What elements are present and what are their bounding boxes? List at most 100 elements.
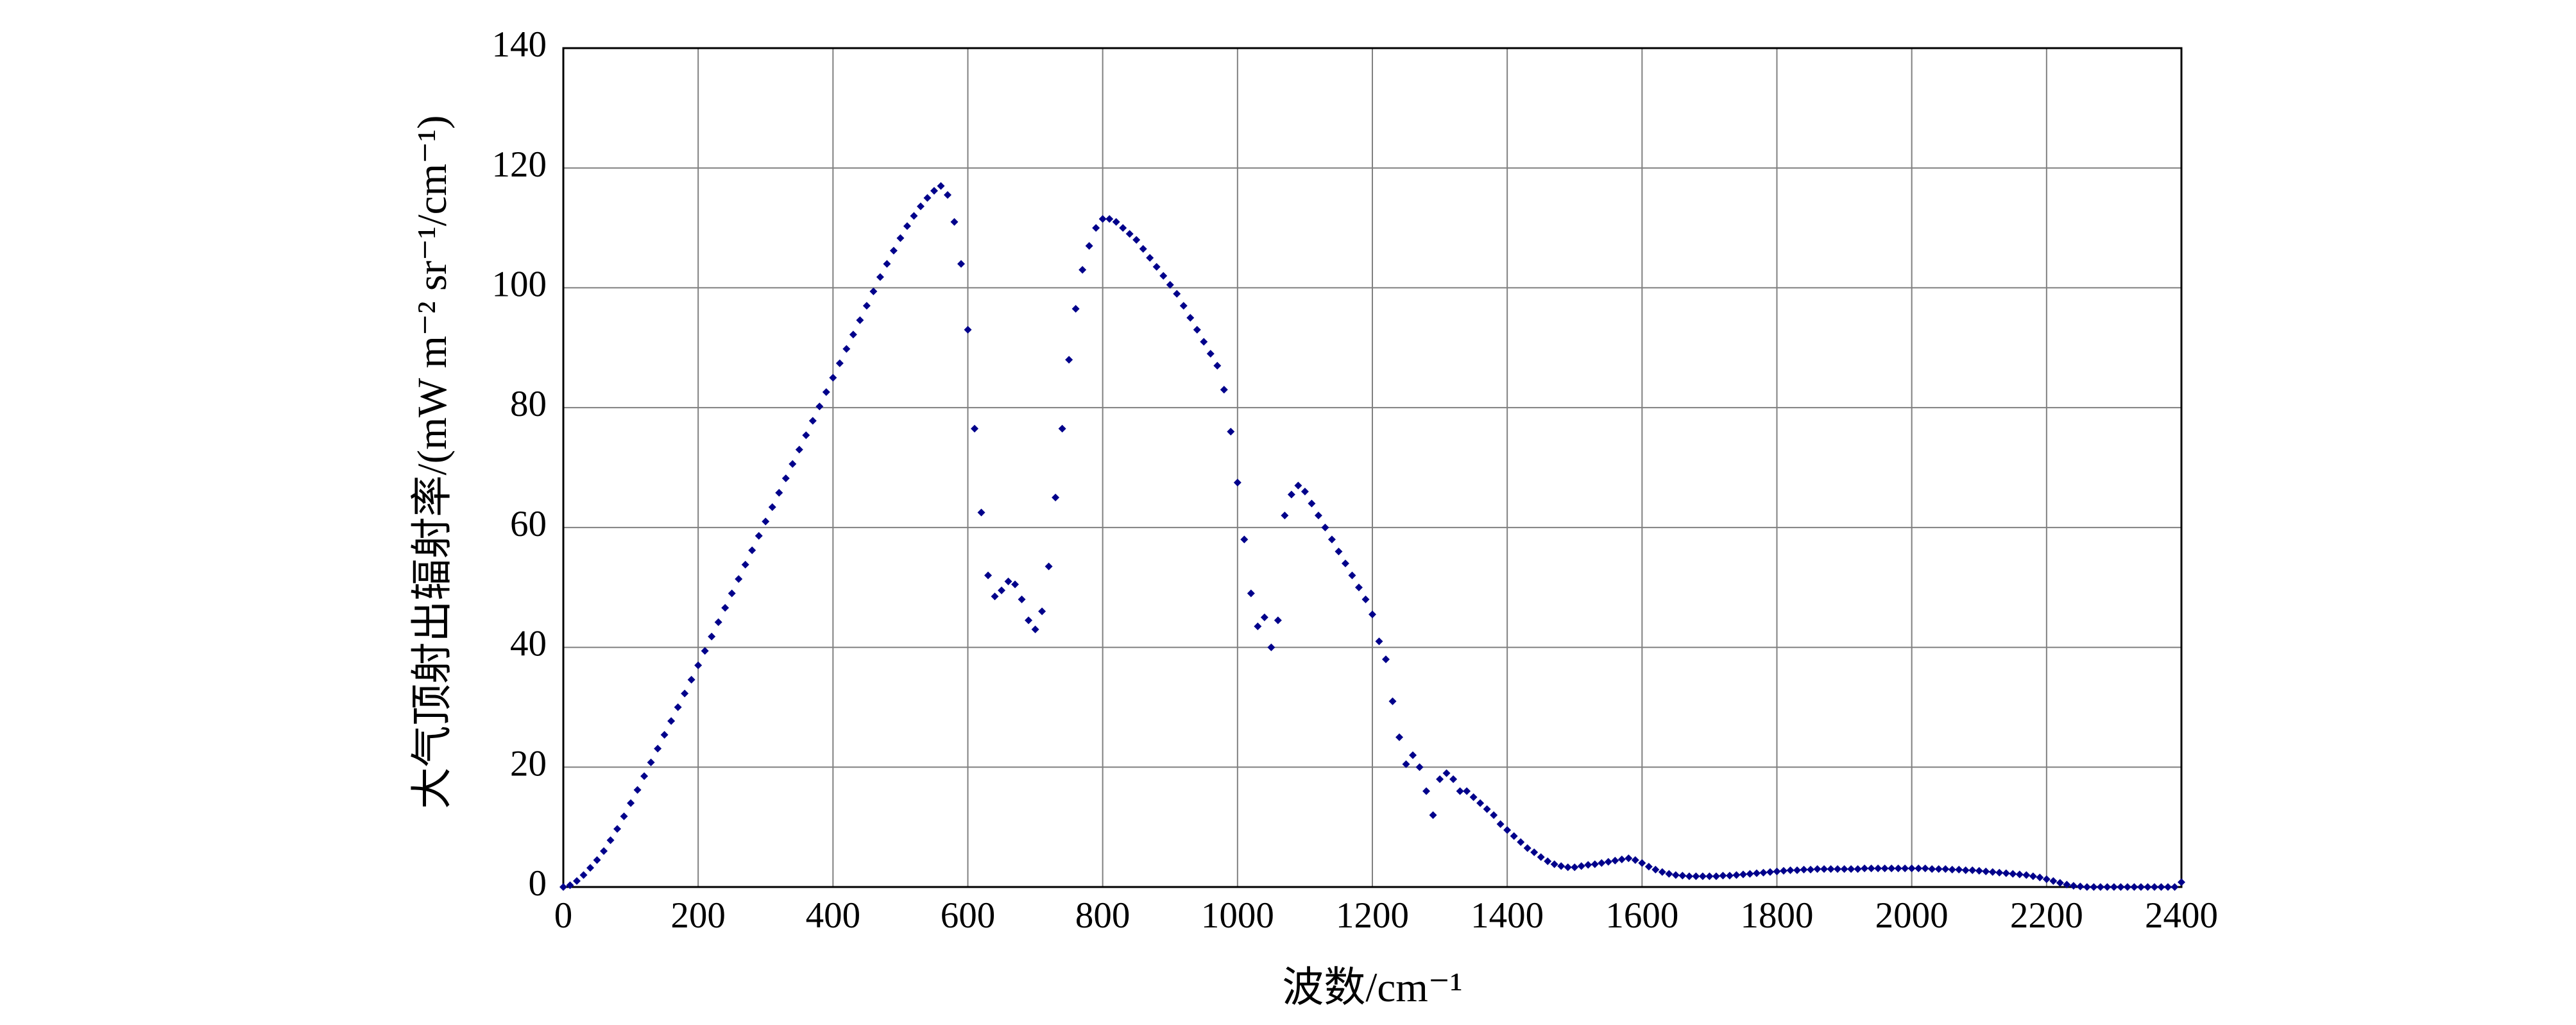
point [1557,862,1565,870]
point [1038,607,1046,616]
point [835,359,844,368]
point [1179,302,1188,310]
x-tick-label: 2400 [2145,895,2218,936]
point [2150,883,2158,891]
point [2042,875,2051,883]
point [1105,215,1114,223]
point [1045,562,1053,571]
point [943,191,951,199]
point [1854,865,1862,873]
point [876,273,884,281]
point [1442,769,1451,777]
point [1092,224,1100,232]
point [916,202,925,211]
point [829,374,837,382]
point [1510,832,1518,840]
x-tick-label: 1200 [1336,895,1409,936]
point [1604,857,1612,866]
point [849,331,857,339]
point [613,825,622,833]
point [1240,535,1249,544]
point [1907,865,1916,873]
point [2103,883,2111,891]
point [1638,859,1646,867]
x-tick-label: 800 [1075,895,1130,936]
point [2036,874,2044,882]
point [701,647,709,655]
point [2009,870,2017,878]
point [2157,883,2165,891]
point [1247,589,1255,598]
point [1644,863,1653,871]
point [1617,856,1626,864]
point [1341,559,1349,567]
point [1079,266,1087,274]
x-axis-label: 波数/cm⁻¹ [1282,965,1462,1011]
point [1071,305,1080,313]
point [1436,775,1444,783]
point [1847,865,1855,873]
x-tick-label: 400 [806,895,861,936]
point [2123,883,2131,891]
point [1577,862,1585,870]
y-tick-label: 0 [529,863,547,904]
point [1867,865,1875,873]
point [1961,866,1970,874]
point [667,717,676,725]
point [2137,883,2145,891]
point [869,288,878,296]
point [1004,577,1012,585]
point [1159,271,1168,280]
point [1025,616,1033,624]
point [1200,338,1208,346]
point [1982,867,1990,875]
point [1166,280,1174,289]
point [1308,499,1316,508]
point [694,661,703,669]
point [1018,595,1026,603]
point [647,758,655,766]
point [1186,314,1195,322]
point [573,877,581,885]
point [735,575,743,583]
point [1780,866,1788,875]
point [937,182,945,190]
point [620,812,628,820]
point [1112,218,1120,226]
point [1503,826,1512,834]
point [654,745,662,753]
point [1995,868,2004,877]
point [1928,865,1936,873]
point [1759,868,1768,877]
point [2002,869,2010,877]
point [566,881,574,890]
point [593,856,601,864]
x-tick-label: 1800 [1741,895,1814,936]
point [923,194,932,202]
y-tick-label: 140 [492,24,547,65]
point [1119,224,1127,232]
point [1227,427,1235,436]
point [1294,481,1302,490]
point [1725,872,1734,880]
point [1483,805,1491,813]
point [1584,861,1592,869]
point [2049,877,2058,885]
point [1813,865,1821,873]
point [1571,863,1579,872]
point [606,836,615,845]
point [1820,865,1829,873]
point [559,883,567,891]
point [600,847,608,855]
point [1369,610,1376,619]
point [903,222,911,230]
point [802,431,810,440]
point [1409,751,1417,759]
point [1314,512,1322,520]
point [1348,571,1356,580]
point [1685,872,1693,881]
point [2130,883,2138,891]
point [586,864,595,872]
point [681,689,689,698]
